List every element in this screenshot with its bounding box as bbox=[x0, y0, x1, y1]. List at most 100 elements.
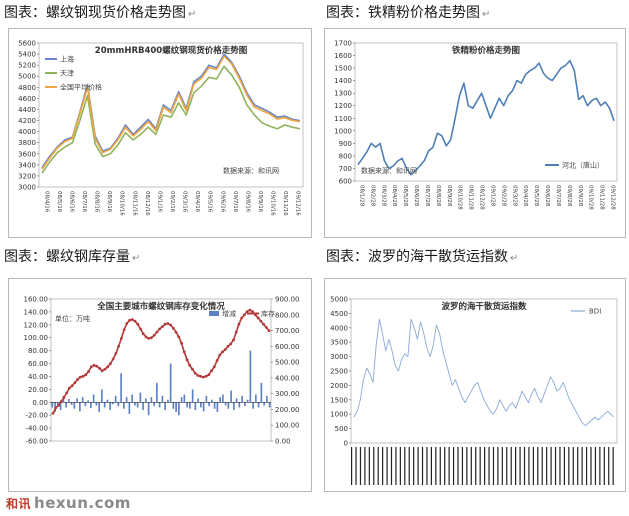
inventory-point bbox=[81, 374, 85, 378]
plot-frame bbox=[50, 298, 272, 442]
chart-rebar-price: 3000 3200 3400 3600 3800 4000 4200 4400 4600 4800… bbox=[18, 40, 304, 216]
x-tick-label: 08/6/28 bbox=[413, 185, 419, 207]
y-tick-label: 4800 bbox=[18, 84, 36, 92]
y-tick-label: 5600 bbox=[18, 40, 36, 48]
y-tick-label: 40.00 bbox=[28, 373, 48, 381]
inventory-point bbox=[147, 337, 151, 340]
y-tick-label: 3500 bbox=[330, 339, 348, 347]
bar bbox=[216, 402, 219, 412]
x-tick-glyph bbox=[546, 447, 548, 485]
x-tick-label: 09/6/28 bbox=[544, 185, 550, 207]
y-tick-label: 800 bbox=[339, 152, 352, 160]
x-tick-glyph bbox=[532, 447, 534, 485]
inventory-point bbox=[117, 344, 120, 348]
bar bbox=[92, 394, 95, 403]
inventory-point bbox=[73, 381, 77, 384]
x-tick-glyph bbox=[466, 447, 468, 485]
bar bbox=[200, 402, 202, 408]
x-tick-label: 09/11/16 bbox=[282, 191, 288, 216]
y-tick-label: 700 bbox=[339, 165, 352, 173]
x-tick-label: 09/7/28 bbox=[555, 185, 561, 207]
bar bbox=[153, 402, 155, 407]
bar bbox=[98, 402, 100, 412]
inventory-point bbox=[218, 353, 222, 357]
bar bbox=[191, 389, 194, 403]
bar bbox=[125, 397, 128, 403]
bar bbox=[208, 402, 210, 407]
bar bbox=[70, 402, 73, 405]
bar bbox=[186, 402, 188, 408]
inventory-point bbox=[84, 373, 88, 377]
bar bbox=[268, 402, 271, 408]
x-tick-glyph bbox=[528, 447, 530, 485]
x-tick-glyph bbox=[492, 447, 495, 485]
x-tick-label: 09/2/28 bbox=[500, 185, 506, 207]
heading-iron-ore-price: 图表：铁精粉价格走势图 ↵ bbox=[326, 5, 491, 21]
bar bbox=[76, 398, 78, 403]
x-tick-glyph bbox=[599, 447, 601, 485]
inventory-point bbox=[180, 341, 183, 345]
bar bbox=[219, 397, 221, 403]
x-tick-glyph bbox=[470, 447, 472, 485]
x-tick-glyph bbox=[413, 447, 415, 485]
y-tick-label: 140.00 bbox=[24, 308, 49, 316]
bar bbox=[65, 402, 67, 408]
inventory-point bbox=[120, 337, 123, 340]
y-tick-label: 1400 bbox=[334, 77, 352, 85]
inventory-point bbox=[221, 350, 224, 354]
x-tick-glyph bbox=[577, 447, 579, 485]
legend-swatch bbox=[209, 311, 219, 316]
legend-label: 河北（唐山） bbox=[562, 161, 604, 170]
bar bbox=[233, 402, 235, 411]
bar bbox=[161, 395, 164, 403]
x-tick-label: 09/8/28 bbox=[566, 185, 572, 207]
y-tick-label: 4600 bbox=[18, 95, 36, 103]
bar bbox=[90, 402, 92, 409]
x-tick-label: 08/4/16 bbox=[43, 191, 49, 213]
bar bbox=[169, 363, 172, 403]
inventory-point bbox=[193, 371, 197, 375]
y-tick-label: 1700 bbox=[334, 40, 352, 48]
bar bbox=[244, 402, 246, 407]
y-tick-label: -40.00 bbox=[25, 425, 48, 433]
x-tick-label: 08/12/28 bbox=[479, 185, 485, 210]
inventory-point bbox=[136, 322, 140, 326]
bar bbox=[222, 394, 224, 403]
x-tick-glyph bbox=[523, 447, 526, 485]
x-tick-glyph bbox=[408, 447, 410, 485]
y-tick-label: 3200 bbox=[18, 172, 36, 180]
bar bbox=[131, 394, 133, 403]
inventory-point bbox=[98, 367, 101, 370]
x-tick-glyph bbox=[359, 447, 362, 485]
y2-tick-label: 500.00 bbox=[275, 359, 300, 367]
heading-bdi: 图表：波罗的海干散货运指数 ↵ bbox=[326, 249, 519, 265]
y-tick-label: 20.00 bbox=[28, 386, 48, 394]
y-tick-label: 5000 bbox=[18, 73, 36, 81]
x-tick-glyph bbox=[488, 447, 490, 485]
inventory-point bbox=[262, 322, 265, 326]
chart-annotation: 数据来源：和讯网 bbox=[361, 166, 417, 175]
inventory-point bbox=[51, 412, 55, 415]
x-tick-label: 08/11/28 bbox=[468, 185, 474, 210]
x-tick-glyph bbox=[506, 447, 508, 485]
x-tick-label: 09/7/16 bbox=[232, 191, 238, 213]
legend-label: BDI bbox=[589, 308, 601, 316]
inventory-point bbox=[182, 350, 186, 354]
x-tick-glyph bbox=[559, 447, 561, 485]
bar bbox=[194, 402, 197, 411]
chart-bdi: 0 500 1000 1500 2000 2500 3000 3500 4000 4500 5000… bbox=[330, 296, 618, 485]
heading-rebar-spot-price: 图表：螺纹钢现货价格走势图 ↵ bbox=[4, 5, 197, 21]
bar bbox=[263, 402, 265, 406]
inventory-point bbox=[207, 373, 211, 377]
y-tick-label: 500 bbox=[335, 425, 348, 433]
y2-tick-label: 600.00 bbox=[275, 343, 300, 351]
inventory-point bbox=[248, 308, 252, 312]
x-tick-label: 08/6/16 bbox=[68, 191, 74, 213]
bar bbox=[117, 402, 120, 407]
x-tick-glyph bbox=[395, 447, 397, 485]
x-tick-glyph bbox=[475, 447, 477, 485]
chart-iron-ore: 600 700 800 900 1000 1100 1200 1300 1400 1500 1600… bbox=[334, 40, 618, 210]
x-tick-label: 08/9/16 bbox=[106, 191, 112, 213]
bar bbox=[172, 402, 175, 409]
y-tick-label: 1100 bbox=[334, 115, 352, 123]
